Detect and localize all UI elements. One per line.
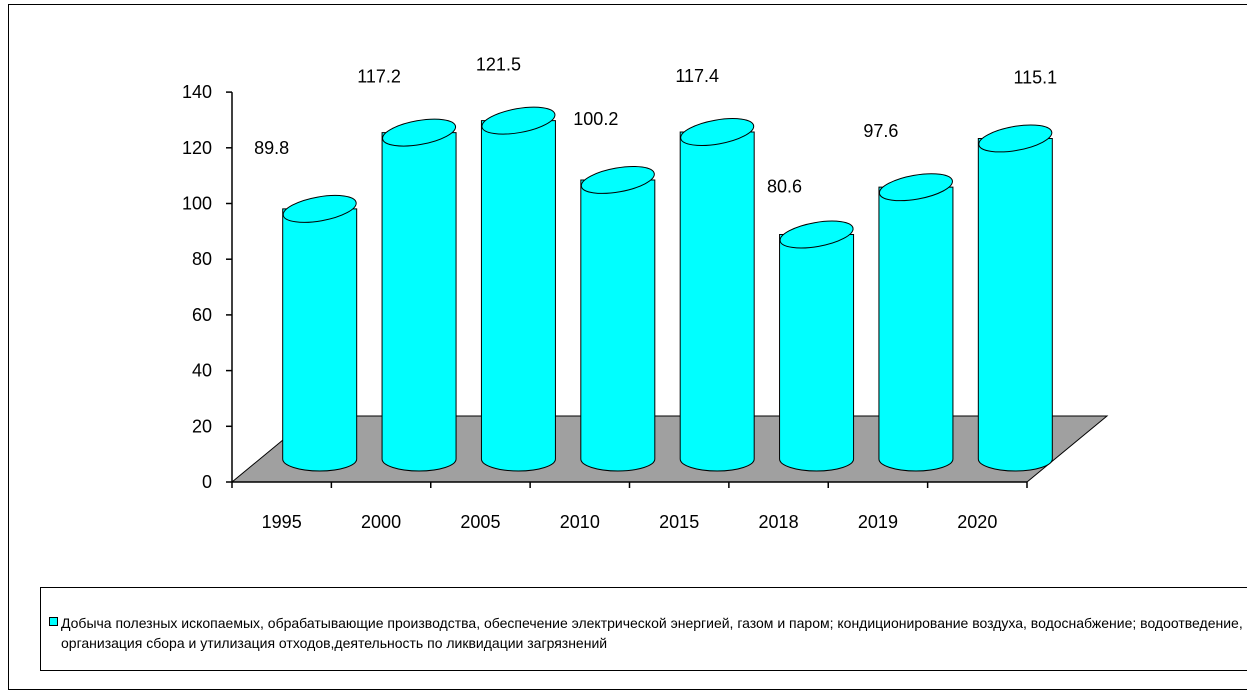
x-tick-label: 2005 [460,512,500,532]
x-tick-label: 1995 [262,512,302,532]
bar-2018 [779,220,855,472]
data-label: 121.5 [476,55,521,75]
y-tick-label: 0 [202,472,212,492]
bar-2010 [580,165,656,472]
bar-2015 [679,118,755,472]
bar-top [878,173,953,202]
bar-body [282,208,358,472]
bar-top [580,165,655,194]
legend-label: Добыча полезных ископаемых, обрабатывающ… [61,615,1243,651]
bar-body [977,137,1053,472]
y-tick-label: 20 [192,416,212,436]
y-tick-label: 80 [192,249,212,269]
x-tick-label: 2015 [659,512,699,532]
data-label: 89.8 [254,138,289,158]
bar-body [580,179,656,472]
bar-2000 [381,118,457,472]
x-tick-label: 2018 [759,512,799,532]
data-label: 100.2 [573,109,618,129]
bar-top [680,118,755,146]
x-tick-label: 2020 [957,512,997,532]
bar-body [779,234,855,472]
chart-floor [230,415,1109,483]
legend-swatch [49,617,58,626]
data-label: 117.2 [357,67,401,87]
bar-body [381,132,457,472]
data-label: 97.6 [863,121,898,141]
bar-2019 [878,173,954,472]
bar-2020 [977,124,1053,472]
y-tick-label: 140 [182,82,212,102]
data-label: 80.6 [767,177,802,197]
y-tick-label: 120 [182,138,212,158]
bar-top [282,194,357,223]
bar-2005 [480,106,556,472]
bar-body [878,186,954,472]
y-tick-label: 60 [192,305,212,325]
bar-top [779,220,854,249]
bar-top [978,124,1053,153]
bar-1995 [282,194,358,472]
data-label: 117.4 [675,66,719,86]
bar-body [480,120,556,472]
x-tick-label: 2000 [361,512,401,532]
data-label: 115.1 [1013,67,1057,87]
bar-body [679,131,755,472]
bar-top [382,118,457,147]
legend: Добыча полезных ископаемых, обрабатывающ… [40,587,1247,671]
bar-top [481,106,556,135]
x-tick-label: 2010 [560,512,600,532]
y-tick-label: 40 [192,361,212,381]
x-tick-label: 2019 [858,512,898,532]
y-tick-label: 100 [182,194,212,214]
